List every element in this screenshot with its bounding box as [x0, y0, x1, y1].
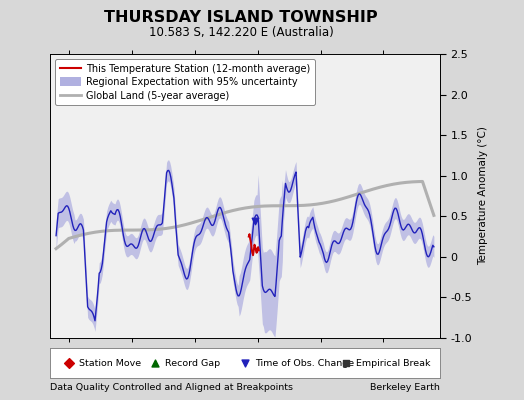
Point — [342, 360, 351, 366]
Text: Empirical Break: Empirical Break — [356, 358, 431, 368]
Point — [151, 360, 159, 366]
Y-axis label: Temperature Anomaly (°C): Temperature Anomaly (°C) — [478, 126, 488, 266]
Text: THURSDAY ISLAND TOWNSHIP: THURSDAY ISLAND TOWNSHIP — [104, 10, 378, 25]
Text: 10.583 S, 142.220 E (Australia): 10.583 S, 142.220 E (Australia) — [149, 26, 333, 39]
Text: Record Gap: Record Gap — [165, 358, 220, 368]
Point — [241, 360, 249, 366]
Text: Station Move: Station Move — [79, 358, 141, 368]
Text: Berkeley Earth: Berkeley Earth — [370, 383, 440, 392]
Text: Data Quality Controlled and Aligned at Breakpoints: Data Quality Controlled and Aligned at B… — [50, 383, 293, 392]
Legend: This Temperature Station (12-month average), Regional Expectation with 95% uncer: This Temperature Station (12-month avera… — [54, 59, 315, 105]
Text: Time of Obs. Change: Time of Obs. Change — [255, 358, 354, 368]
Point — [65, 360, 73, 366]
Point — [251, 218, 259, 224]
